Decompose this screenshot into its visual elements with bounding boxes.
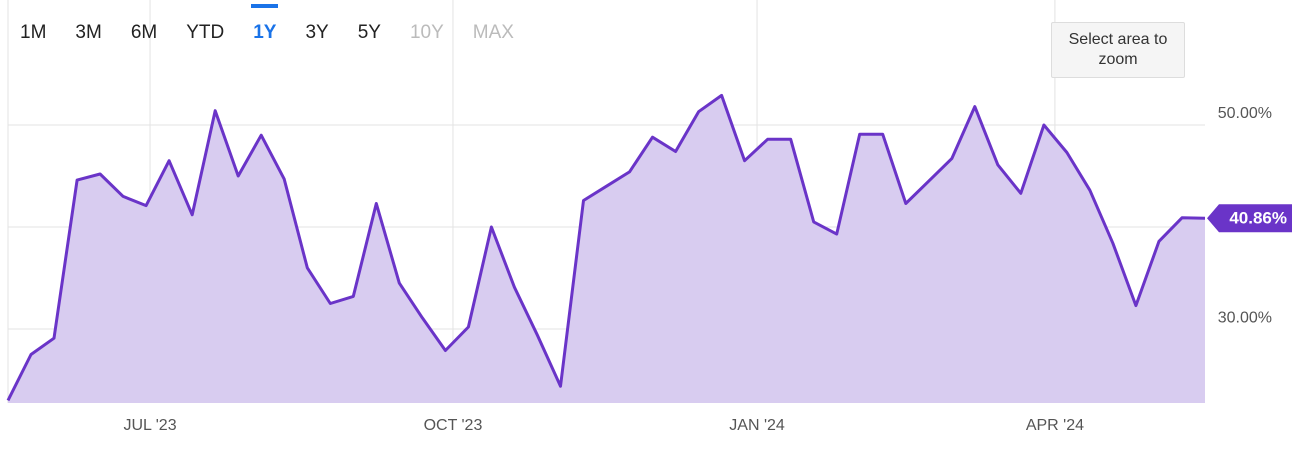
line [6, 93, 1206, 402]
area [8, 95, 1205, 404]
range-button[interactable]: 3M [75, 22, 102, 43]
range-selector: 1M 3M 6M YTD 1Y 3Y 5Y 10Y MAX [20, 4, 514, 46]
value-label: 40.86% [1229, 209, 1287, 228]
range-button[interactable]: 10Y [409, 22, 444, 43]
range-button[interactable]: 1M [20, 22, 47, 43]
range-button[interactable]: MAX [472, 22, 514, 43]
x-tick-label: JAN '24 [729, 417, 785, 434]
range-button[interactable]: 1Y [251, 4, 279, 46]
y-tick-label: 50.00% [1218, 105, 1272, 122]
zoom-hint: Select area to zoom [1051, 22, 1185, 78]
range-button[interactable]: 6M [130, 22, 158, 43]
x-tick-label: OCT '23 [424, 417, 483, 434]
value-badge [1207, 204, 1292, 233]
range-button[interactable]: YTD [186, 22, 225, 43]
x-tick-label: APR '24 [1026, 417, 1084, 434]
y-tick-label: 30.00% [1218, 309, 1272, 326]
x-tick-label: JUL '23 [123, 417, 176, 434]
range-button[interactable]: 3Y [305, 22, 329, 43]
range-button[interactable]: 5Y [357, 22, 381, 43]
